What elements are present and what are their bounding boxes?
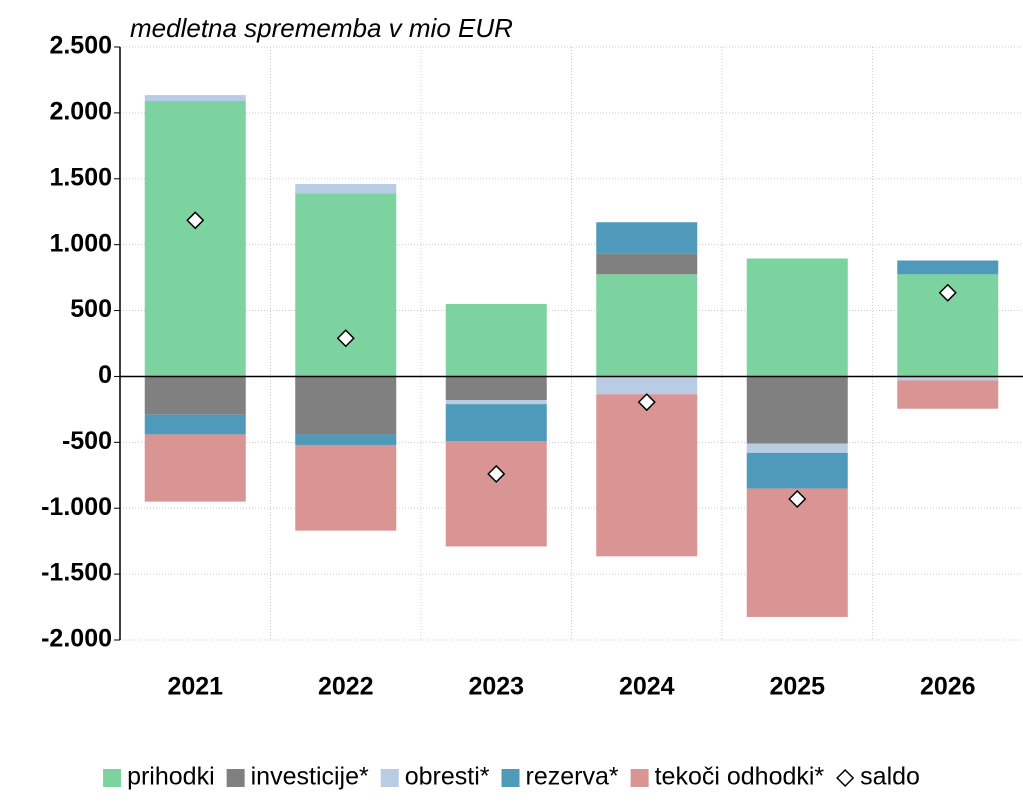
- saldo-marker: [336, 329, 355, 348]
- x-tick-label: 2025: [769, 673, 825, 701]
- saldo-marker: [637, 393, 656, 412]
- legend: prihodki investicije* obresti* rezerva* teko…: [103, 763, 920, 791]
- saldo-marker: [938, 283, 957, 302]
- legend-label: saldo: [860, 763, 920, 791]
- saldo-marker: [487, 464, 506, 484]
- bar-segment: [295, 193, 397, 377]
- bar-segment: [295, 434, 397, 445]
- legend-swatch: [103, 769, 122, 787]
- bar-segment: [295, 444, 397, 531]
- y-tick-label: 1.500: [49, 163, 112, 191]
- bar-segment: [445, 376, 547, 401]
- chart-subtitle: medletna sprememba v mio EUR: [130, 13, 513, 43]
- y-tick-label: 500: [70, 295, 112, 323]
- saldo-marker: [186, 211, 205, 230]
- bar-segment: [596, 394, 698, 557]
- y-tick-label: -2.000: [41, 625, 112, 653]
- bar-segment: [596, 376, 698, 395]
- bar-segment: [596, 222, 698, 254]
- legend-label: rezerva*: [526, 763, 619, 791]
- y-tick-label: 2.000: [49, 97, 112, 125]
- legend-label: investicije*: [251, 763, 369, 791]
- legend-swatch: [380, 769, 399, 787]
- y-tick-label: 0: [98, 361, 112, 389]
- x-tick-label: 2023: [468, 673, 524, 701]
- bar-segment: [746, 376, 848, 444]
- bar-segment: [897, 260, 999, 275]
- legend-marker: [836, 768, 855, 788]
- bar-segment: [295, 184, 397, 194]
- legend-label: prihodki: [127, 763, 215, 791]
- bar-segment: [445, 400, 547, 405]
- bar-segment: [445, 441, 547, 547]
- bar-segment: [445, 404, 547, 442]
- bar-segment: [144, 414, 246, 435]
- y-tick-label: -500: [62, 427, 112, 455]
- y-tick-label: -1.000: [41, 493, 112, 521]
- legend-label: tekoči odhodki*: [655, 763, 825, 791]
- bar-segment: [144, 376, 246, 415]
- y-tick-label: 1.000: [49, 229, 112, 257]
- x-tick-label: 2021: [167, 673, 223, 701]
- bar-segment: [144, 434, 246, 502]
- y-tick-label: -1.500: [41, 559, 112, 587]
- legend-swatch: [226, 769, 245, 787]
- saldo-marker: [788, 489, 807, 509]
- bar-segment: [897, 380, 999, 409]
- bar-segment: [596, 253, 698, 275]
- bar-segment: [897, 376, 999, 381]
- legend-label: obresti*: [405, 763, 490, 791]
- x-tick-label: 2026: [920, 673, 976, 701]
- y-tick-label: 2.500: [49, 32, 112, 60]
- bar-segment: [445, 303, 547, 377]
- bar-segment: [144, 95, 246, 102]
- bar-segment: [746, 452, 848, 489]
- x-tick-label: 2024: [619, 673, 675, 701]
- bar-segment: [596, 274, 698, 377]
- bar-segment: [746, 488, 848, 617]
- grid: [120, 46, 1023, 641]
- bar-segment: [746, 258, 848, 377]
- bar-segment: [746, 443, 848, 453]
- legend-swatch: [501, 769, 520, 787]
- bar-segment: [295, 376, 397, 435]
- legend-swatch: [630, 769, 649, 787]
- bar-segment: [144, 101, 246, 377]
- x-tick-label: 2022: [318, 673, 374, 701]
